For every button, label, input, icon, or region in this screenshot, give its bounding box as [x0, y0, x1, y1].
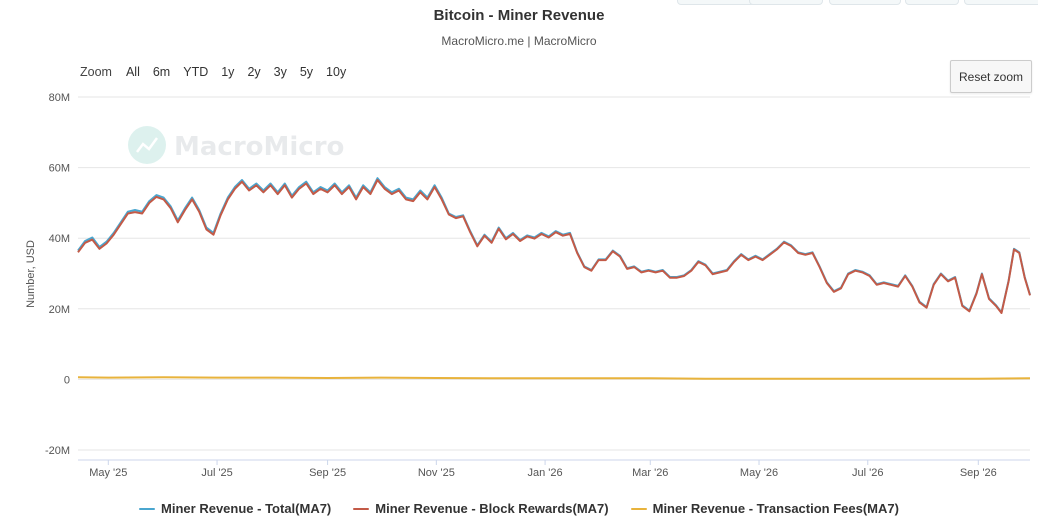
range-button-2y[interactable]: 2y: [247, 65, 261, 79]
watermark-logo-mark: [136, 137, 159, 153]
chart-subtitle: MacroMicro.me | MacroMicro: [441, 34, 597, 48]
x-tick-label: Nov '25: [418, 467, 455, 479]
zoom-label: Zoom: [80, 65, 112, 79]
range-button-6m[interactable]: 6m: [152, 65, 171, 79]
top-tab[interactable]: [964, 0, 1038, 5]
series-line-total[interactable]: [77, 177, 1031, 314]
y-tick-label: 80M: [49, 92, 70, 104]
top-tab[interactable]: [905, 0, 959, 5]
x-tick-label: Jan '26: [528, 467, 563, 479]
legend-item-block-rewards[interactable]: Miner Revenue - Block Rewards(MA7): [353, 501, 609, 516]
legend-swatch-block-rewards: [353, 507, 370, 510]
range-button-ytd[interactable]: YTD: [183, 65, 209, 79]
range-button-3y[interactable]: 3y: [273, 65, 287, 79]
legend-label-block-rewards: Miner Revenue - Block Rewards(MA7): [375, 501, 609, 516]
range-button-5y[interactable]: 5y: [299, 65, 314, 79]
x-tick-label: May '25: [89, 467, 127, 479]
legend-swatch-transaction-fees: [630, 507, 647, 510]
y-axis-label: Number, USD: [25, 240, 37, 308]
reset-zoom-button[interactable]: Reset zoom: [950, 60, 1032, 93]
x-tick-label: May '26: [740, 467, 778, 479]
chart-title: Bitcoin - Miner Revenue: [433, 7, 605, 24]
x-tick-label: Jul '26: [852, 467, 883, 479]
legend-swatch-total: [139, 507, 156, 510]
range-button-all[interactable]: All: [125, 65, 140, 79]
y-tick-label: 0: [64, 374, 70, 386]
watermark-logo-icon: [128, 126, 166, 164]
series-line-block-rewards[interactable]: [77, 179, 1031, 314]
x-tick-label: Mar '26: [632, 467, 668, 479]
range-selector: Zoom All 6m YTD 1y 2y 3y 5y 10y: [80, 65, 359, 79]
legend-label-transaction-fees: Miner Revenue - Transaction Fees(MA7): [652, 501, 899, 516]
x-tick-label: Jul '25: [201, 467, 232, 479]
x-tick-label: Sep '25: [309, 467, 346, 479]
series-line-transaction-fees[interactable]: [77, 376, 1031, 380]
y-tick-label: 20M: [49, 304, 70, 316]
legend-label-total: Miner Revenue - Total(MA7): [161, 501, 332, 516]
legend-item-total[interactable]: Miner Revenue - Total(MA7): [139, 501, 331, 516]
top-tab[interactable]: [749, 0, 823, 5]
chart-canvas[interactable]: MacroMicro 80M 60M 40M 20M 0 -20M May '25 Jul …: [0, 0, 1038, 500]
y-tick-label: 40M: [49, 233, 70, 245]
watermark: MacroMicro: [128, 126, 344, 164]
top-tab[interactable]: [829, 0, 901, 5]
watermark-text: MacroMicro: [174, 132, 344, 162]
y-tick-label: 60M: [49, 163, 70, 175]
y-tick-label: -20M: [45, 445, 70, 457]
range-button-10y[interactable]: 10y: [326, 65, 347, 79]
legend: Miner Revenue - Total(MA7) Miner Revenue…: [0, 501, 1038, 516]
legend-item-transaction-fees[interactable]: Miner Revenue - Transaction Fees(MA7): [630, 501, 899, 516]
x-tick-label: Sep '26: [960, 467, 997, 479]
range-button-1y[interactable]: 1y: [221, 65, 235, 79]
